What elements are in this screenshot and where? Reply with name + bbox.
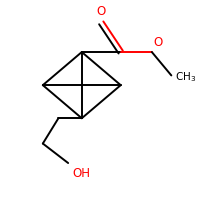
Text: O: O [97,5,106,18]
Text: CH$_3$: CH$_3$ [175,70,196,84]
Text: O: O [154,36,163,49]
Text: OH: OH [72,167,90,180]
